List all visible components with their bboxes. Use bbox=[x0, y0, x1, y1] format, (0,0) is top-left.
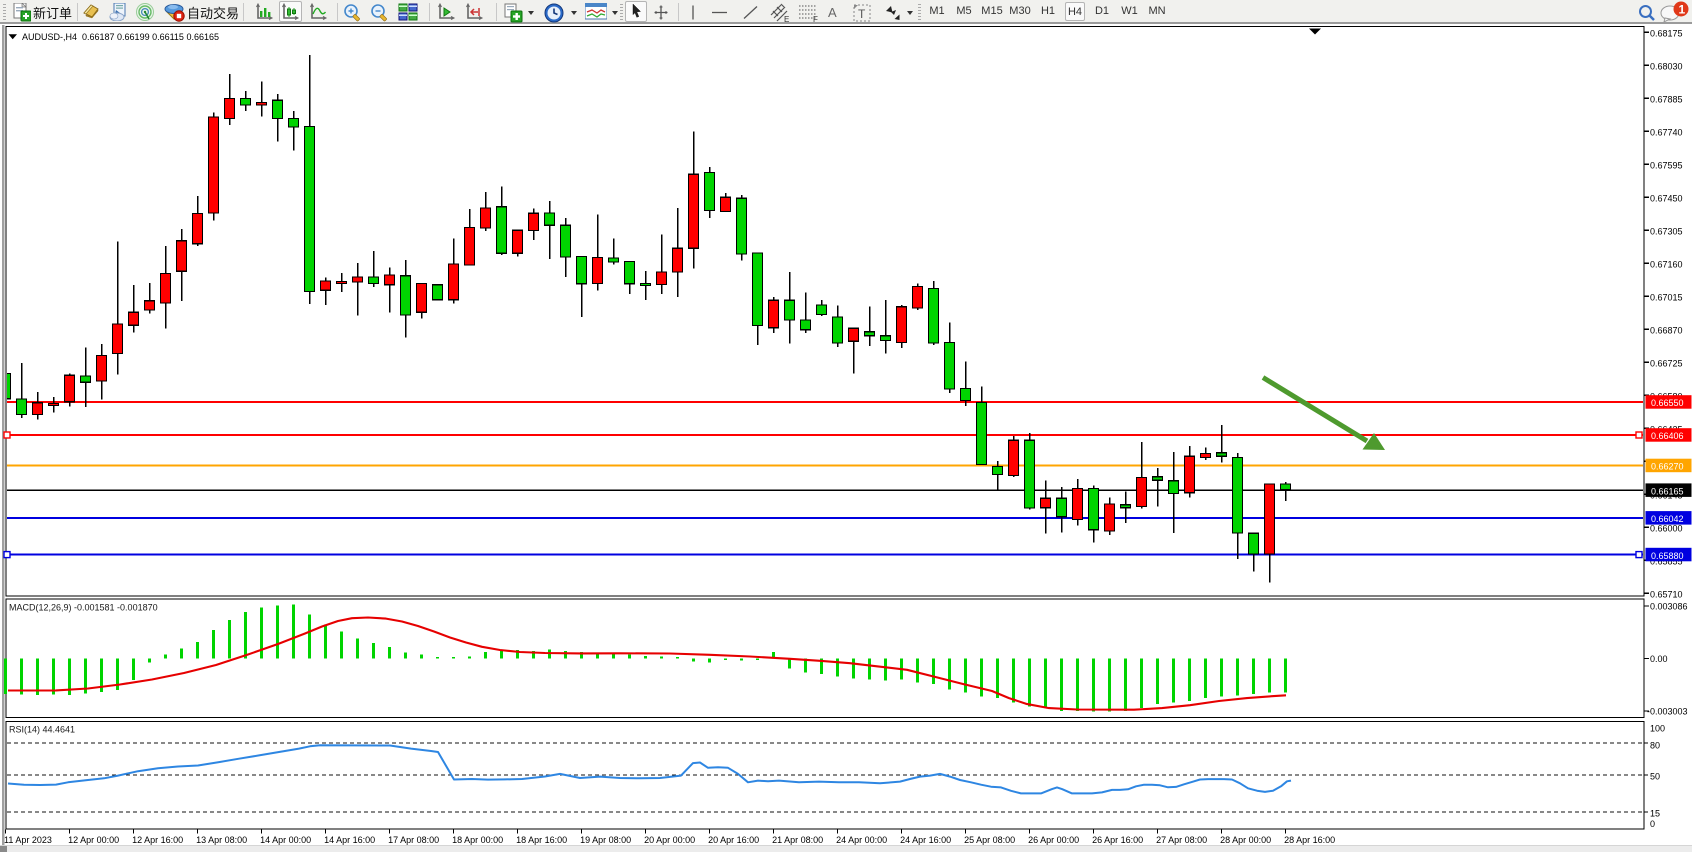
svg-text:80: 80 bbox=[1650, 740, 1660, 750]
svg-text:RSI(14) 44.4641: RSI(14) 44.4641 bbox=[9, 725, 75, 735]
svg-text:0.67160: 0.67160 bbox=[1650, 259, 1683, 269]
svg-text:28 Apr 16:00: 28 Apr 16:00 bbox=[1284, 835, 1335, 845]
svg-text:14 Apr 16:00: 14 Apr 16:00 bbox=[324, 835, 375, 845]
svg-text:27 Apr 08:00: 27 Apr 08:00 bbox=[1156, 835, 1207, 845]
svg-text:0.66000: 0.66000 bbox=[1650, 523, 1683, 533]
svg-text:13 Apr 08:00: 13 Apr 08:00 bbox=[196, 835, 247, 845]
svg-text:21 Apr 08:00: 21 Apr 08:00 bbox=[772, 835, 823, 845]
svg-text:0.66870: 0.66870 bbox=[1650, 325, 1683, 335]
svg-text:E: E bbox=[784, 15, 789, 23]
svg-text:26 Apr 00:00: 26 Apr 00:00 bbox=[1028, 835, 1079, 845]
svg-text:0.67450: 0.67450 bbox=[1650, 193, 1683, 203]
svg-text:26 Apr 16:00: 26 Apr 16:00 bbox=[1092, 835, 1143, 845]
svg-text:0.67305: 0.67305 bbox=[1650, 226, 1683, 236]
svg-text:MACD(12,26,9) -0.001581 -0.001: MACD(12,26,9) -0.001581 -0.001870 bbox=[9, 603, 158, 613]
svg-text:28 Apr 00:00: 28 Apr 00:00 bbox=[1220, 835, 1271, 845]
svg-text:12 Apr 00:00: 12 Apr 00:00 bbox=[68, 835, 119, 845]
svg-text:18 Apr 16:00: 18 Apr 16:00 bbox=[516, 835, 567, 845]
svg-text:17 Apr 08:00: 17 Apr 08:00 bbox=[388, 835, 439, 845]
svg-text:25 Apr 08:00: 25 Apr 08:00 bbox=[964, 835, 1015, 845]
svg-text:0.67740: 0.67740 bbox=[1650, 127, 1683, 137]
svg-text:0.66270: 0.66270 bbox=[1651, 462, 1684, 472]
svg-text:0.68030: 0.68030 bbox=[1650, 61, 1683, 71]
svg-text:0.003086: 0.003086 bbox=[1650, 602, 1688, 612]
svg-text:0.66725: 0.66725 bbox=[1650, 358, 1683, 368]
svg-text:15: 15 bbox=[1650, 809, 1660, 819]
svg-text:14 Apr 00:00: 14 Apr 00:00 bbox=[260, 835, 311, 845]
svg-text:19 Apr 08:00: 19 Apr 08:00 bbox=[580, 835, 631, 845]
svg-text:F: F bbox=[813, 15, 818, 23]
svg-text:AUDUSD-,H4 0.66187 0.66199 0.: AUDUSD-,H4 0.66187 0.66199 0.66115 0.661… bbox=[22, 32, 219, 42]
svg-text:0.66406: 0.66406 bbox=[1651, 431, 1684, 441]
svg-text:1: 1 bbox=[1679, 3, 1686, 17]
svg-text:0.65880: 0.65880 bbox=[1651, 551, 1684, 561]
svg-text:T: T bbox=[858, 7, 866, 21]
svg-text:0.67885: 0.67885 bbox=[1650, 94, 1683, 104]
svg-text:0.68175: 0.68175 bbox=[1650, 28, 1683, 38]
svg-text:0.66042: 0.66042 bbox=[1651, 514, 1684, 524]
svg-text:0.66550: 0.66550 bbox=[1651, 398, 1684, 408]
svg-text:0.67595: 0.67595 bbox=[1650, 160, 1683, 170]
svg-text:20 Apr 00:00: 20 Apr 00:00 bbox=[644, 835, 695, 845]
svg-text:11 Apr 2023: 11 Apr 2023 bbox=[4, 835, 52, 845]
svg-text:0.66165: 0.66165 bbox=[1651, 486, 1684, 496]
svg-text:0.65710: 0.65710 bbox=[1650, 589, 1683, 599]
svg-text:18 Apr 00:00: 18 Apr 00:00 bbox=[452, 835, 503, 845]
svg-text:0.67015: 0.67015 bbox=[1650, 292, 1683, 302]
svg-text:0.00: 0.00 bbox=[1650, 654, 1668, 664]
svg-text:24 Apr 00:00: 24 Apr 00:00 bbox=[836, 835, 887, 845]
svg-text:12 Apr 16:00: 12 Apr 16:00 bbox=[132, 835, 183, 845]
svg-text:100: 100 bbox=[1650, 723, 1665, 733]
svg-text:-0.003003: -0.003003 bbox=[1647, 707, 1688, 717]
svg-text:20 Apr 16:00: 20 Apr 16:00 bbox=[708, 835, 759, 845]
svg-text:24 Apr 16:00: 24 Apr 16:00 bbox=[900, 835, 951, 845]
svg-text:50: 50 bbox=[1650, 772, 1660, 782]
svg-text:0: 0 bbox=[1650, 819, 1655, 829]
